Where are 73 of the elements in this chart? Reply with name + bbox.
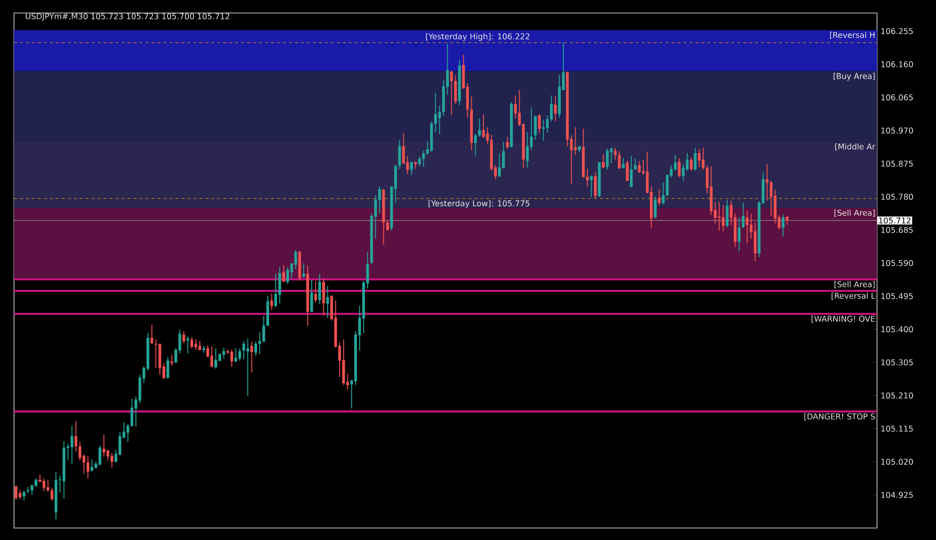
candlestick [62,441,66,498]
candlestick [222,348,226,359]
candlestick [638,161,641,174]
candlestick [782,214,784,237]
candlestick [618,151,621,169]
candlestick [678,158,681,178]
candlestick [302,263,306,278]
candlestick [26,487,30,494]
candlestick [110,452,114,468]
candlestick [510,102,513,148]
candlestick [630,156,633,188]
candlestick [726,200,729,228]
candlestick [690,157,693,171]
candlestick [506,136,509,149]
candlestick [278,267,282,304]
candlestick [286,267,290,284]
candlestick [590,175,593,197]
candlestick [14,486,18,500]
candlestick [622,158,625,169]
candlestick [602,154,605,168]
candlestick [214,348,218,369]
candlestick [746,210,749,244]
candlestick [166,357,170,379]
candlestick [42,478,46,492]
candlestick [594,172,597,199]
candlestick [694,148,697,171]
candlestick [102,434,106,457]
candlestick [626,160,629,182]
candlestick [186,336,190,354]
candlestick [202,346,206,353]
candlestick [654,196,657,218]
candlestick [538,114,541,134]
candlestick [382,188,385,245]
candlestick [98,446,102,466]
candlestick [458,60,461,106]
candlestick [310,280,314,312]
candlestick [410,161,413,175]
candlestick [90,460,94,472]
candlestick [786,216,788,225]
candlestick [250,342,254,373]
candlestick [246,338,250,396]
candlestick [54,472,58,520]
candlestick [578,146,581,152]
candlestick [194,339,198,350]
candlestick [170,354,174,366]
candlestick [698,149,701,168]
candlestick [342,340,345,386]
candlestick [398,140,401,169]
candlestick [298,250,302,280]
candlestick [182,331,186,344]
candlestick [450,70,453,115]
candlestick [282,265,286,282]
candlestick [70,426,74,464]
candlestick [270,293,274,310]
candlestick [598,162,601,197]
candlestick [606,148,609,170]
candlestick [234,348,238,362]
candlestick [318,274,322,304]
candlestick [414,161,417,169]
candlestick [210,346,214,368]
candlestick [314,281,318,302]
candlestick [190,337,194,349]
candlestick [326,286,330,318]
candlestick [198,341,202,351]
candlestick [722,205,725,232]
candlestick [554,96,557,122]
candlestick [86,456,90,479]
candlestick [230,350,234,367]
candlestick [718,202,721,231]
candlestick [322,278,326,316]
candlestick [22,490,26,501]
candlestick [306,266,310,326]
candlestick [658,188,661,206]
